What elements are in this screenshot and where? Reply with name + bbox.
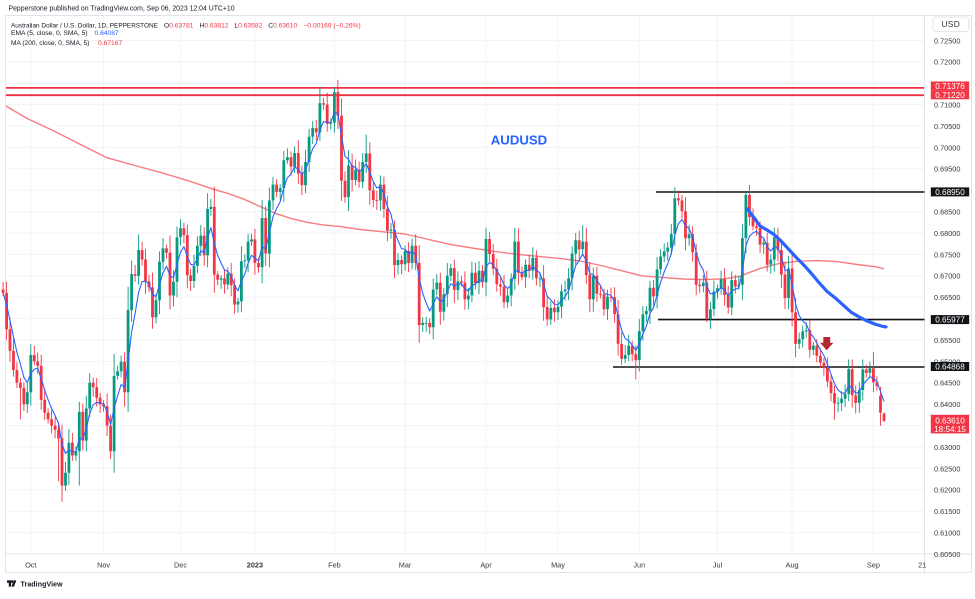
svg-text:0.61000: 0.61000 bbox=[934, 529, 960, 538]
svg-text:Jul: Jul bbox=[713, 560, 723, 569]
svg-text:0.64500: 0.64500 bbox=[934, 379, 960, 388]
svg-text:L0.63582: L0.63582 bbox=[234, 23, 262, 30]
svg-text:EMA (5, close, 0, SMA, 5): EMA (5, close, 0, SMA, 5) bbox=[11, 30, 88, 37]
svg-text:Apr: Apr bbox=[480, 560, 492, 569]
svg-text:Sep: Sep bbox=[867, 560, 880, 569]
svg-text:Australian Dollar / U.S. Dolla: Australian Dollar / U.S. Dollar, 1D, PEP… bbox=[11, 23, 159, 30]
svg-text:0.72000: 0.72000 bbox=[934, 58, 960, 67]
svg-text:0.69500: 0.69500 bbox=[934, 165, 960, 174]
svg-text:0.62500: 0.62500 bbox=[934, 464, 960, 473]
svg-text:0.65977: 0.65977 bbox=[935, 316, 965, 325]
svg-text:0.68950: 0.68950 bbox=[935, 188, 965, 197]
svg-text:Jun: Jun bbox=[633, 560, 645, 569]
svg-text:0.71376: 0.71376 bbox=[935, 82, 965, 91]
svg-text:Feb: Feb bbox=[328, 560, 341, 569]
svg-text:MA (200, close, 0, SMA, 5): MA (200, close, 0, SMA, 5) bbox=[11, 40, 89, 47]
svg-text:0.64087: 0.64087 bbox=[95, 30, 119, 37]
svg-text:0.67000: 0.67000 bbox=[934, 272, 960, 281]
svg-text:0.67500: 0.67500 bbox=[934, 250, 960, 259]
svg-text:May: May bbox=[551, 560, 565, 569]
svg-text:21: 21 bbox=[918, 560, 926, 569]
svg-text:2023: 2023 bbox=[247, 560, 263, 569]
svg-text:O0.63781: O0.63781 bbox=[164, 23, 194, 30]
svg-text:0.68500: 0.68500 bbox=[934, 208, 960, 217]
svg-text:0.63610: 0.63610 bbox=[935, 416, 965, 425]
svg-text:AUDUSD: AUDUSD bbox=[491, 133, 547, 148]
svg-text:TradingView: TradingView bbox=[21, 582, 64, 589]
svg-text:0.64000: 0.64000 bbox=[934, 400, 960, 409]
svg-text:0.64868: 0.64868 bbox=[935, 363, 965, 372]
svg-text:0.62000: 0.62000 bbox=[934, 486, 960, 495]
svg-text:Aug: Aug bbox=[786, 560, 799, 569]
svg-text:0.70000: 0.70000 bbox=[934, 143, 960, 152]
svg-text:Pepperstone published on Tradi: Pepperstone published on TradingView.com… bbox=[9, 6, 235, 13]
svg-text:0.63000: 0.63000 bbox=[934, 443, 960, 452]
svg-text:Dec: Dec bbox=[174, 560, 187, 569]
svg-text:USD: USD bbox=[941, 19, 960, 29]
svg-text:H0.63812: H0.63812 bbox=[200, 23, 229, 30]
svg-text:18:54:15: 18:54:15 bbox=[934, 425, 966, 434]
svg-text:−0.00169 (−0.26%): −0.00169 (−0.26%) bbox=[304, 23, 361, 30]
svg-text:0.66500: 0.66500 bbox=[934, 293, 960, 302]
svg-text:0.61500: 0.61500 bbox=[934, 507, 960, 516]
svg-text:0.68000: 0.68000 bbox=[934, 229, 960, 238]
svg-text:0.72500: 0.72500 bbox=[934, 36, 960, 45]
svg-text:0.65000: 0.65000 bbox=[934, 357, 960, 366]
svg-text:C0.63610: C0.63610 bbox=[268, 23, 297, 30]
svg-text:0.71220: 0.71220 bbox=[935, 91, 965, 100]
svg-text:Oct: Oct bbox=[25, 560, 36, 569]
svg-text:0.67167: 0.67167 bbox=[98, 40, 122, 47]
svg-text:0.60500: 0.60500 bbox=[934, 550, 960, 559]
svg-text:Nov: Nov bbox=[97, 560, 110, 569]
svg-text:0.71000: 0.71000 bbox=[934, 101, 960, 110]
svg-text:0.70500: 0.70500 bbox=[934, 122, 960, 131]
svg-text:0.65500: 0.65500 bbox=[934, 336, 960, 345]
svg-text:Mar: Mar bbox=[399, 560, 412, 569]
